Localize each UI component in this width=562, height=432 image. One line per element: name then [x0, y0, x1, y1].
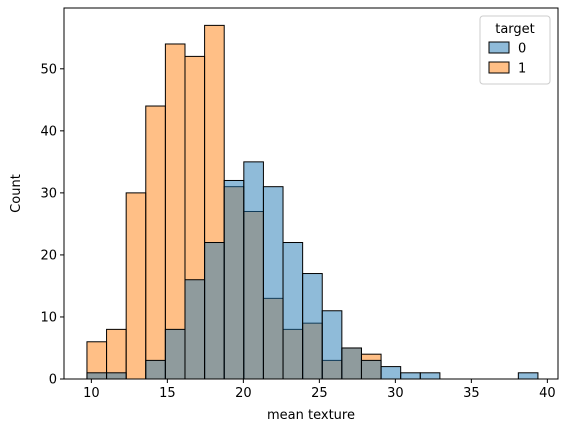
y-axis-label: Count	[9, 174, 24, 213]
y-tick-label: 10	[40, 310, 57, 325]
histogram-bar-series-0	[360, 359, 382, 380]
x-tick-label: 35	[463, 386, 480, 401]
y-tick-label: 40	[40, 124, 57, 139]
histogram-bar-series-0	[106, 372, 127, 380]
y-tick-label: 20	[40, 248, 57, 263]
legend: target 01	[479, 15, 551, 85]
axes-frame	[63, 7, 559, 380]
legend-label-1: 1	[518, 62, 526, 77]
histogram-bar-series-0	[184, 279, 206, 380]
x-ticks: 10 15 20 25 30 35 40	[83, 379, 556, 401]
histogram-bar-series-0	[341, 347, 362, 380]
histogram-bar-series-0	[164, 328, 186, 380]
bars-layer	[86, 24, 539, 380]
x-axis-label: mean texture	[267, 408, 355, 423]
histogram-bar-series-0	[223, 179, 245, 380]
histogram-bar-series-0	[321, 310, 343, 380]
x-tick-label: 30	[387, 386, 404, 401]
x-tick-label: 40	[539, 386, 556, 401]
histogram-bar-series-0	[204, 242, 225, 380]
y-tick-label: 0	[49, 373, 57, 388]
x-tick-label: 10	[83, 386, 100, 401]
histogram-bar-series-1	[106, 328, 127, 380]
histogram-bar-series-1	[164, 43, 186, 380]
histogram-bar-series-0	[380, 366, 402, 380]
x-tick-label: 15	[159, 386, 176, 401]
histogram-bar-series-0	[400, 372, 421, 380]
histogram-bar-series-0	[262, 186, 284, 380]
x-tick-label: 25	[311, 386, 328, 401]
histogram-bar-series-0	[419, 372, 441, 380]
histogram-bar-series-1	[125, 192, 147, 380]
legend-swatch-1	[488, 61, 510, 74]
legend-swatch-0	[488, 41, 510, 54]
histogram-bar-series-0	[145, 359, 166, 380]
y-tick-label: 30	[40, 186, 57, 201]
y-ticks: 0 10 20 30 40 50	[40, 62, 64, 388]
legend-items: 01	[488, 41, 526, 77]
x-tick-label: 20	[235, 386, 252, 401]
histogram-bar-series-0	[517, 372, 539, 380]
histogram-bar-series-0	[282, 242, 304, 380]
histogram-bar-series-0	[302, 273, 323, 380]
y-tick-label: 50	[40, 62, 57, 77]
legend-title: target	[495, 22, 535, 37]
histogram-bar-series-0	[86, 372, 108, 380]
histogram-bar-series-1	[145, 105, 166, 380]
legend-label-0: 0	[518, 42, 526, 57]
histogram-bar-series-0	[243, 161, 264, 380]
